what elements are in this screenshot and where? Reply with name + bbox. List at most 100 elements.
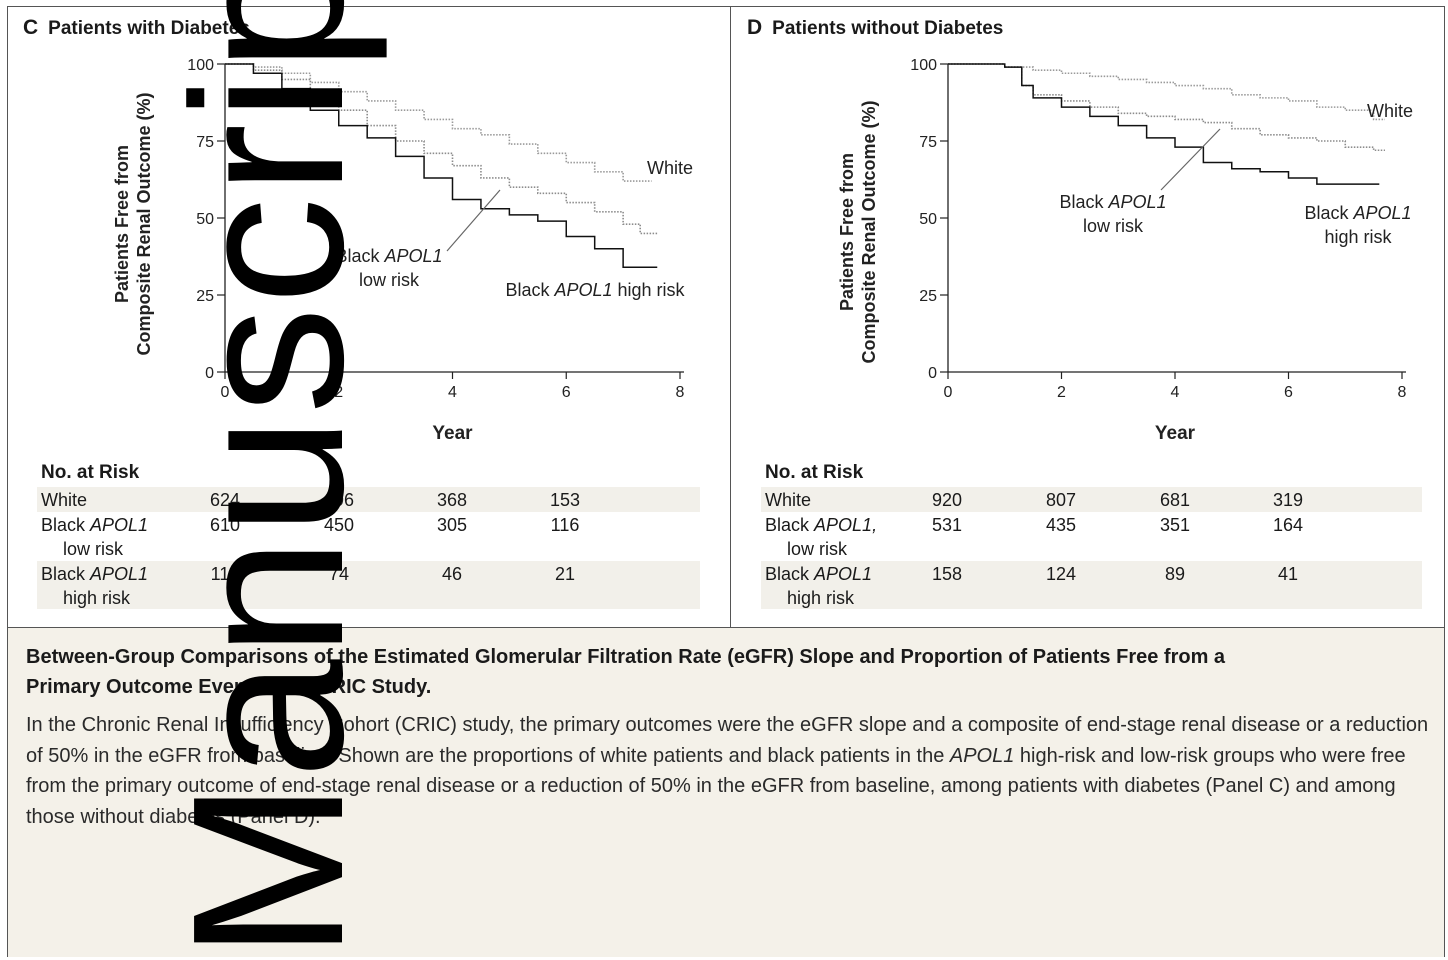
y-tick-label: 100: [910, 57, 937, 74]
caption-text-part-b: high-risk and low-risk groups who were f…: [26, 744, 1406, 828]
risk-row-label: White: [41, 488, 87, 512]
risk-row-label-gene: APOL1: [814, 564, 873, 584]
label-high-risk-part: Black: [505, 280, 554, 300]
y-axis-label-line2: Composite Renal Outcome (%): [134, 92, 154, 355]
label-high-risk-line1: Black APOL1: [1304, 203, 1411, 223]
y-axis-label-line1: Patients Free from: [112, 145, 132, 303]
risk-row-label-group: Black: [765, 564, 815, 584]
risk-value: 41: [1277, 564, 1299, 584]
label-high-risk-part: APOL1: [553, 280, 612, 300]
panel-title: D Patients without Diabetes: [747, 16, 1003, 40]
leader-line: [446, 189, 501, 252]
y-tick-label: 25: [196, 288, 214, 305]
risk-value: 112: [210, 564, 240, 584]
x-tick-label: 4: [448, 384, 457, 401]
panel-title-text: Patients without Diabetes: [772, 18, 1004, 39]
risk-value: 610: [209, 515, 241, 535]
risk-table-title: No. at Risk: [41, 462, 140, 483]
risk-value: 450: [323, 515, 355, 535]
label-low-risk-line1-part: APOL1: [383, 246, 442, 266]
series-line-0: [948, 63, 1385, 121]
risk-row-label: Black APOL1 high risk: [765, 562, 872, 610]
leader-line: [1160, 128, 1221, 191]
risk-value: 89: [1164, 564, 1186, 584]
y-tick-label: 50: [919, 211, 937, 228]
risk-table-c: White 624 496 368 153 Black APOL1 low risk 610 4…: [37, 487, 700, 609]
risk-value: 153: [549, 490, 581, 510]
x-tick-label: 2: [1057, 384, 1066, 401]
risk-row: White 920 807 681 319: [761, 487, 1422, 512]
panel-title-text: Patients with Diabetes: [48, 18, 250, 39]
label-low-risk-line1-part: Black: [335, 246, 384, 266]
label-low-risk-line1: Black APOL1: [1059, 192, 1166, 212]
y-tick-label: 0: [928, 365, 937, 382]
caption-text-part-a: In the Chronic Renal Insufficiency Cohor…: [26, 714, 1429, 767]
x-tick-label: 6: [1284, 384, 1293, 401]
km-plot-c: 0 25 50 75 100 0 2 4 6 8 Patients Free from Composi…: [112, 57, 693, 444]
figure-caption: Between-Group Comparisons of the Estimat…: [7, 627, 1445, 957]
risk-value: 46: [441, 564, 463, 584]
y-tick-label: 50: [196, 211, 214, 228]
label-low-risk-line2: low risk: [1083, 216, 1144, 236]
caption-title: Between-Group Comparisons of the Estimat…: [26, 646, 1226, 698]
label-low-risk-line2: low risk: [359, 270, 420, 290]
series-line-1: [225, 63, 658, 235]
risk-value: 21: [554, 564, 576, 584]
risk-value: 496: [323, 490, 355, 510]
risk-row-label-gene: APOL1,: [814, 515, 878, 535]
y-axis-label-line2: Composite Renal Outcome (%): [859, 100, 879, 363]
km-plot-d: 0 25 50 75 100 0 2 4 6 8 Patients Free from Composi…: [837, 57, 1413, 444]
series-line-2: [948, 63, 1380, 185]
x-tick-label: 6: [562, 384, 571, 401]
risk-value: 807: [1045, 490, 1077, 510]
label-high-risk-part: high risk: [613, 280, 686, 300]
risk-table-title: No. at Risk: [765, 462, 864, 483]
panel-letter: D: [747, 16, 763, 39]
risk-row: White 624 496 368 153: [37, 487, 700, 512]
risk-value: 158: [931, 564, 963, 584]
label-high-risk: Black APOL1 high risk: [505, 280, 685, 300]
x-tick-label: 8: [676, 384, 685, 401]
x-axis-label: Year: [432, 423, 473, 444]
risk-row-label-sub: low risk: [787, 539, 848, 559]
y-tick-label: 25: [919, 288, 937, 305]
risk-value: 305: [436, 515, 468, 535]
risk-value: 124: [1045, 564, 1077, 584]
y-tick-label: 0: [205, 365, 214, 382]
risk-value: 116: [550, 515, 580, 535]
risk-value: 624: [209, 490, 241, 510]
risk-row-label-group: Black: [765, 515, 815, 535]
risk-table-d: White 920 807 681 319 Black APOL1, low risk 531…: [761, 487, 1422, 609]
risk-value: 920: [931, 490, 963, 510]
x-tick-label: 2: [334, 384, 343, 401]
risk-row: Black APOL1 low risk 610 450 305 116: [37, 512, 700, 561]
risk-row-label-gene: APOL1: [90, 564, 149, 584]
y-axis-label: Patients Free from Composite Renal Outcom…: [837, 100, 879, 363]
risk-row-label-sub: high risk: [787, 588, 855, 608]
series-line-0: [225, 63, 652, 182]
y-tick-label: 75: [919, 134, 937, 151]
risk-value: 164: [1272, 515, 1304, 535]
risk-row-label-group: Black: [41, 564, 91, 584]
panel-letter: C: [23, 16, 39, 39]
panel-title: C Patients with Diabetes: [23, 16, 250, 40]
label-low-risk-line1-part: Black: [1059, 192, 1108, 212]
risk-row: Black APOL1 high risk 112 74 46 21: [37, 561, 700, 609]
label-high-risk-line1-part: Black: [1304, 203, 1353, 223]
label-low-risk-line1-part: APOL1: [1107, 192, 1166, 212]
risk-value: 319: [1272, 490, 1304, 510]
risk-value: 351: [1159, 515, 1191, 535]
risk-row-label: Black APOL1, low risk: [765, 513, 877, 561]
risk-row-label-group: Black: [41, 515, 91, 535]
panel-d: D Patients without Diabetes 0 25 50 75 100 0 2 4…: [731, 6, 1445, 627]
x-axis-label: Year: [1155, 423, 1196, 444]
panel-c: C Patients with Diabetes 0 25 50 75 100 0 2 4 6 8 P…: [7, 6, 731, 627]
x-tick-label: 8: [1398, 384, 1407, 401]
label-white: White: [647, 158, 693, 178]
risk-row-label: White: [765, 488, 811, 512]
y-axis-label-line1: Patients Free from: [837, 153, 857, 311]
risk-row-label-sub: high risk: [63, 588, 131, 608]
risk-row-label: Black APOL1 low risk: [41, 513, 148, 561]
x-tick-label: 0: [944, 384, 953, 401]
risk-row-label-group: White: [765, 490, 812, 510]
